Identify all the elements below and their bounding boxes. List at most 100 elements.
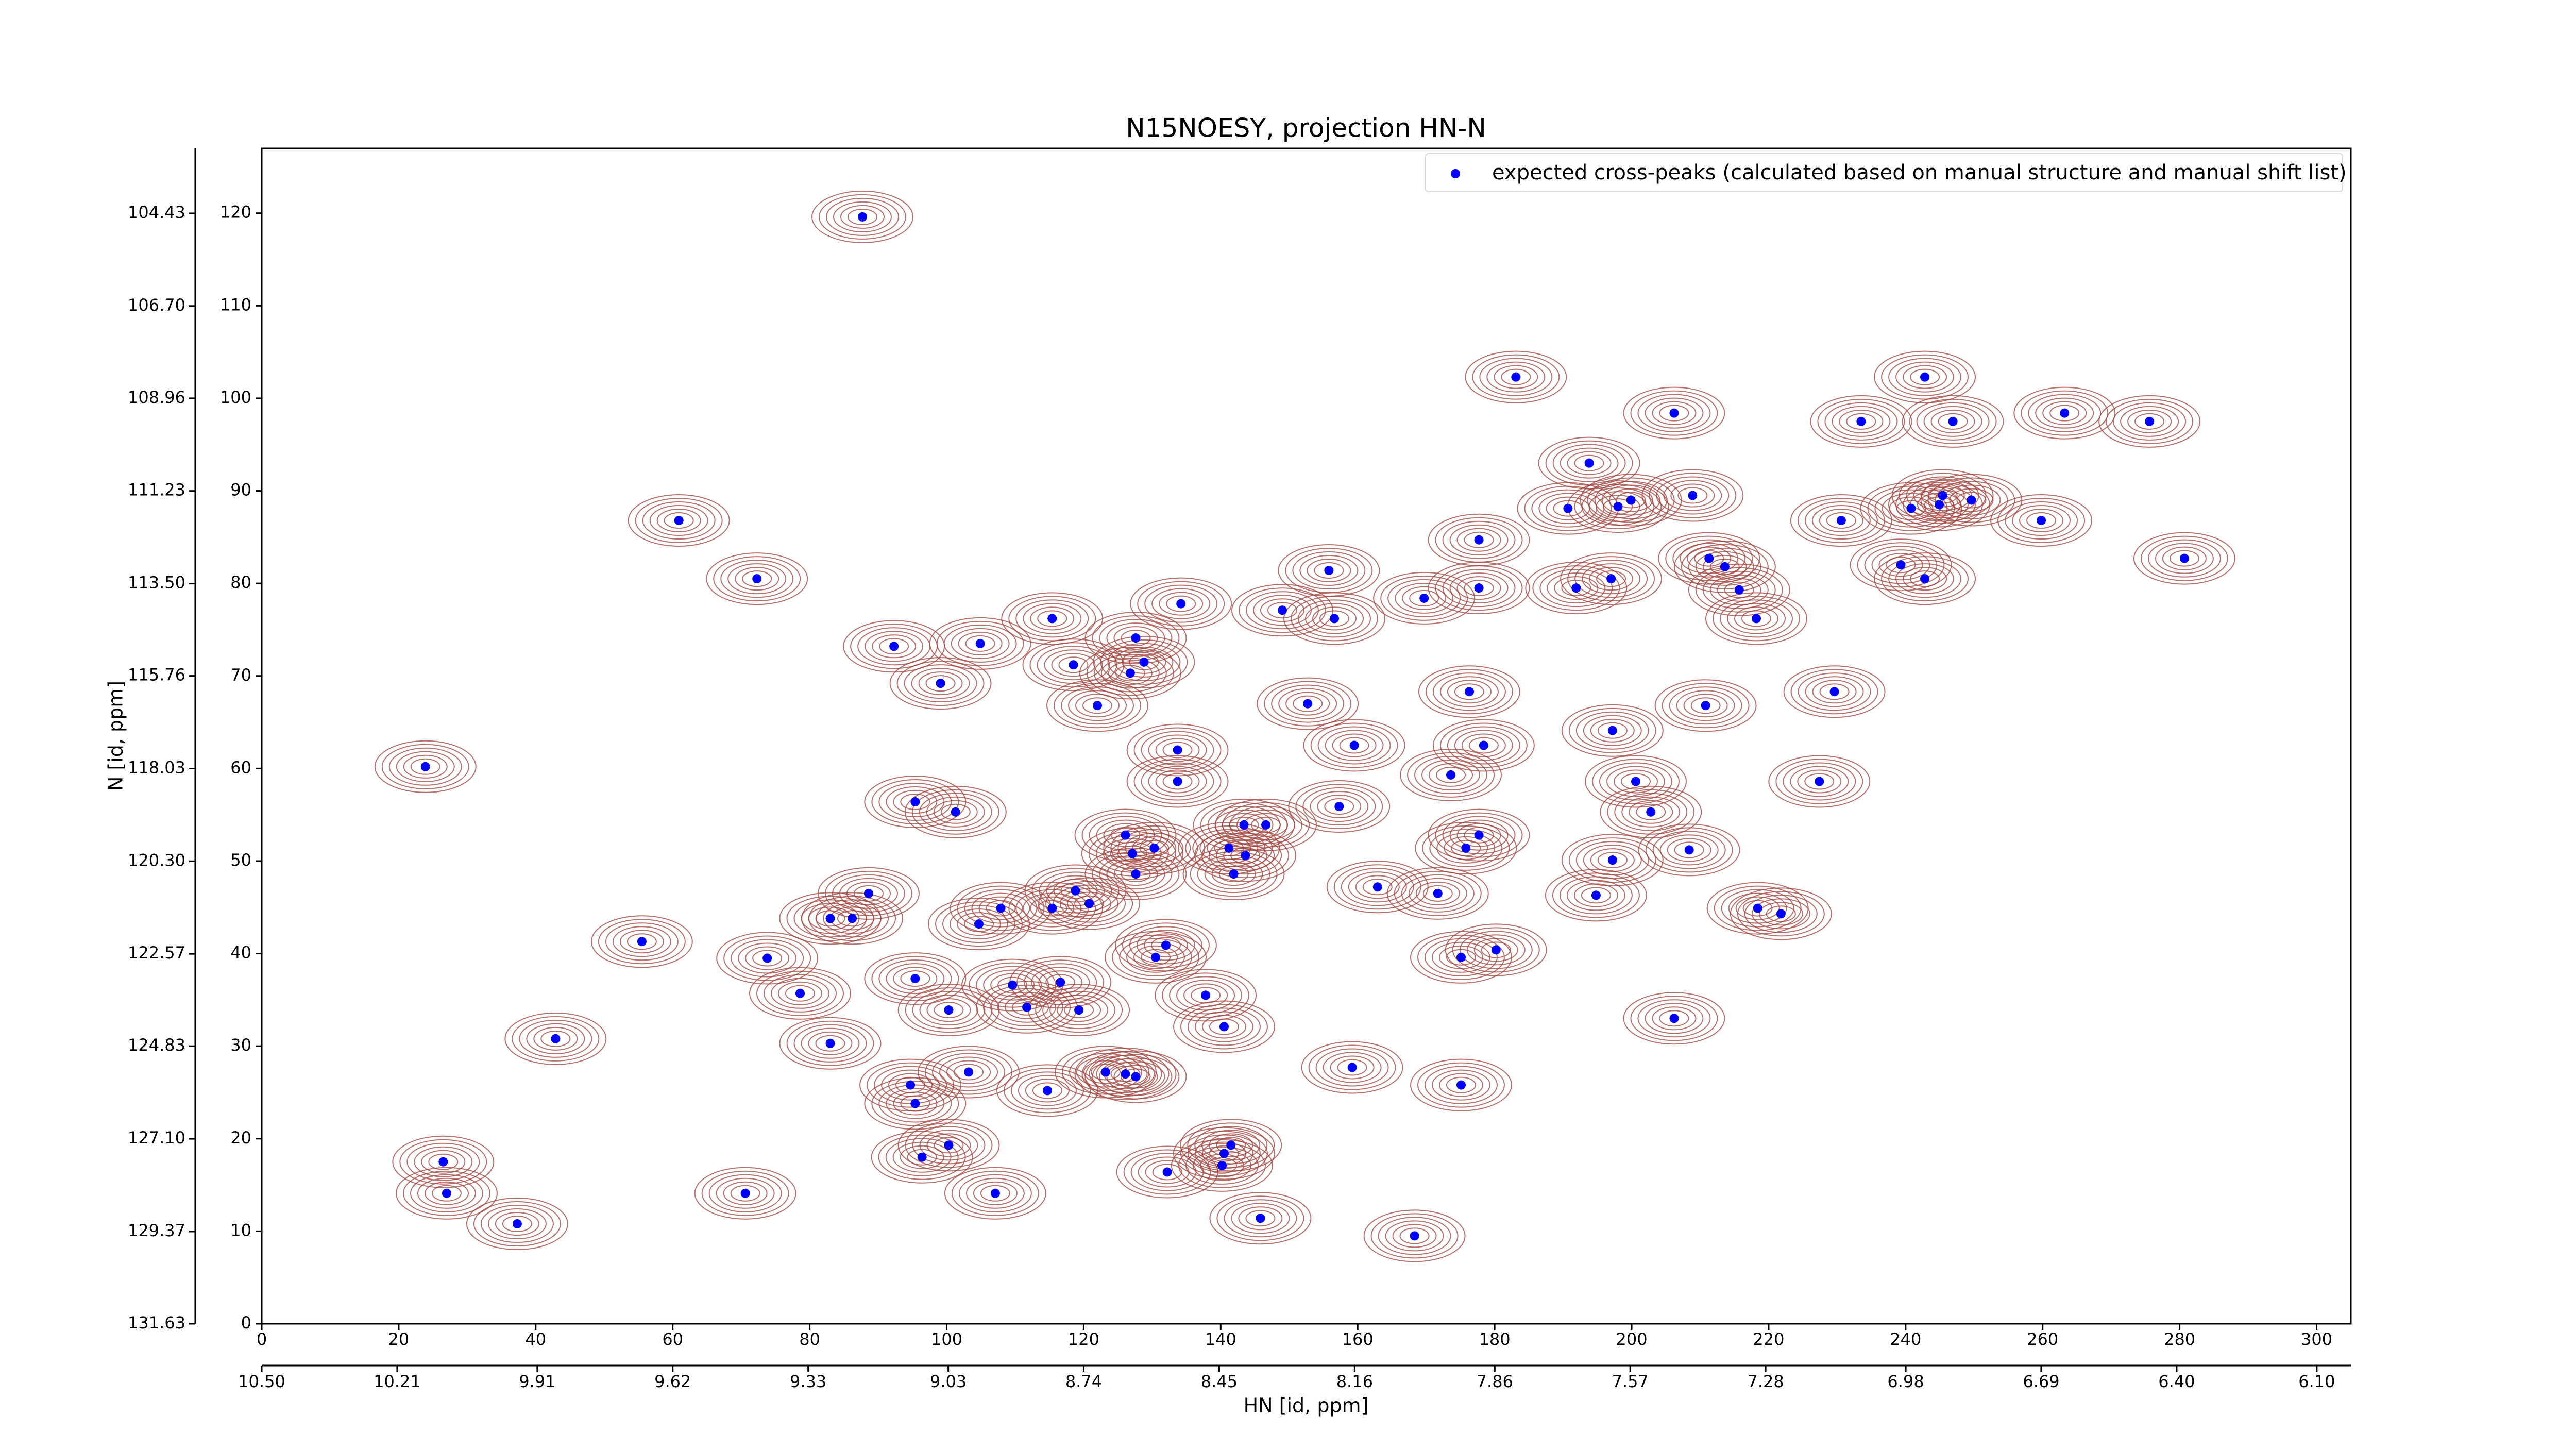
contour-ring: [874, 1066, 947, 1104]
peak-marker: [1751, 614, 1761, 624]
y2-tick-label: 127.10: [128, 1128, 185, 1148]
contour-ring: [973, 1181, 1018, 1205]
contour-ring: [1652, 1006, 1697, 1031]
contour-ring: [893, 1091, 938, 1116]
contour-ring: [1169, 976, 1243, 1015]
contour-ring: [1185, 825, 1273, 871]
contour-ring: [1229, 805, 1303, 844]
peak-marker: [1139, 657, 1149, 667]
contour-ring: [997, 991, 1057, 1023]
contour-ring: [779, 1017, 882, 1070]
contour-ring: [1680, 543, 1739, 574]
contour-ring: [1432, 672, 1506, 711]
contour-ring: [1399, 1227, 1430, 1244]
plot-area: [374, 190, 2235, 1262]
contour-ring: [1038, 877, 1141, 930]
contour-ring: [1355, 875, 1400, 899]
peak-marker: [1669, 1014, 1679, 1023]
contour-ring: [1418, 665, 1520, 718]
contour-ring: [1461, 733, 1506, 757]
peak-marker: [1277, 605, 1287, 615]
contour-ring: [1910, 570, 1940, 587]
contour-ring: [1387, 579, 1461, 617]
contour-ring: [598, 919, 686, 965]
peak-marker: [512, 1219, 522, 1229]
contour-ring: [857, 627, 931, 666]
contour-ring: [1620, 773, 1651, 790]
contour-ring: [1218, 866, 1249, 883]
contour-ring: [1422, 885, 1453, 902]
contour-ring: [1439, 676, 1499, 707]
contour-ring: [1464, 531, 1494, 548]
x-tick-label: 140: [1205, 1329, 1236, 1349]
contour-ring: [837, 910, 868, 927]
x-tick-label: 160: [1342, 1329, 1374, 1349]
contour-ring: [1207, 1157, 1237, 1174]
peak-marker: [1176, 599, 1186, 609]
contour-ring: [1436, 832, 1496, 864]
contour-ring: [1171, 1139, 1273, 1192]
contour-ring: [1726, 603, 1786, 634]
contour-ring: [1665, 535, 1753, 581]
contour-ring: [1216, 840, 1275, 871]
peak-marker: [1372, 882, 1382, 892]
contour-ring: [1545, 869, 1647, 922]
contour-ring: [911, 789, 999, 835]
contour-ring: [1899, 473, 1987, 518]
contour-ring: [1187, 1122, 1275, 1168]
contour-ring: [897, 1119, 1000, 1172]
contour-ring: [1447, 726, 1520, 765]
contour-ring: [833, 201, 892, 232]
contour-ring: [1447, 680, 1492, 704]
peak-marker: [2145, 416, 2155, 426]
x-tick-label: 260: [2027, 1329, 2058, 1349]
contour-ring: [1117, 829, 1191, 867]
legend-marker: [1451, 169, 1460, 178]
contour-ring: [2155, 543, 2214, 574]
contour-ring: [1560, 552, 1663, 605]
contour-ring: [1324, 798, 1354, 815]
contour-ring: [1005, 995, 1049, 1019]
contour-ring: [1438, 1073, 1483, 1097]
contour-ring: [1860, 482, 1962, 535]
contour-ring: [1878, 553, 1923, 577]
contour-ring: [1051, 653, 1096, 677]
contour-ring: [1547, 572, 1606, 604]
contour-ring: [1310, 791, 1369, 822]
contour-ring: [1903, 567, 1947, 591]
contour-ring: [1215, 798, 1317, 851]
contour-ring: [1812, 680, 1857, 704]
contour-ring: [2147, 539, 2221, 578]
peak-marker: [1239, 820, 1249, 830]
contour-ring: [1162, 742, 1193, 759]
contour-ring: [1129, 926, 1202, 965]
contour-ring: [1790, 669, 1878, 715]
contour-ring: [1758, 902, 1803, 926]
contour-ring: [1045, 881, 1133, 926]
contour-ring: [2169, 550, 2199, 567]
contour-ring: [723, 935, 811, 981]
contour-ring: [1874, 552, 1976, 605]
contour-ring: [940, 803, 971, 820]
contour-ring: [2134, 413, 2165, 430]
y-tick-label: 70: [230, 665, 251, 685]
contour-ring: [487, 1208, 547, 1240]
contour-ring: [1035, 987, 1123, 1033]
contour-ring: [1145, 1160, 1190, 1184]
contour-ring: [1719, 599, 1793, 638]
contour-ring: [1587, 477, 1675, 523]
contour-ring: [1223, 844, 1268, 868]
contour-ring: [1881, 556, 1969, 602]
contour-ring: [1895, 563, 1955, 595]
contour-ring: [1126, 941, 1185, 973]
contour-ring: [905, 987, 993, 1033]
peak-marker: [1008, 980, 1018, 990]
contour-ring: [935, 901, 1023, 947]
peak-marker: [1646, 807, 1656, 817]
peak-marker: [1047, 903, 1057, 913]
contour-ring: [951, 628, 1010, 659]
contour-ring: [374, 740, 477, 793]
y2-tick-label: 106.70: [128, 295, 185, 315]
y2-tick-label: 111.23: [128, 480, 185, 500]
contour-ring: [1245, 1210, 1276, 1227]
